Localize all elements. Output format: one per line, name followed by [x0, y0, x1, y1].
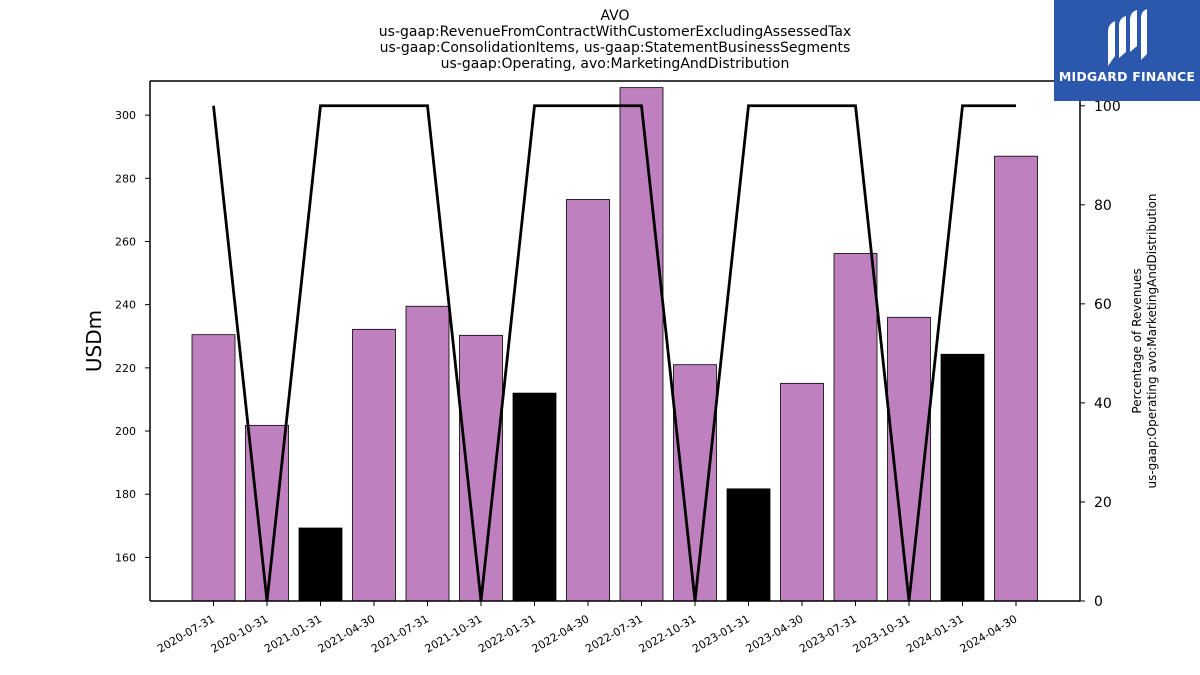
x-tick-label: 2021-10-31: [423, 612, 485, 655]
y-tick-label-left: 220: [115, 362, 136, 375]
x-tick-label: 2024-01-31: [904, 612, 966, 655]
midgard-logo-icon: [1108, 9, 1147, 66]
x-tick-label: 2023-07-31: [797, 612, 859, 655]
x-tick-label: 2022-01-31: [476, 612, 538, 655]
bar-2023-04-30: [780, 382, 824, 602]
x-tick-label: 2020-10-31: [209, 612, 271, 655]
y-tick-label-right: 100: [1094, 99, 1121, 115]
axes-layer: [145, 80, 1085, 606]
y-tick-label-left: 200: [115, 425, 136, 438]
x-tick-label: 2021-04-30: [316, 612, 378, 655]
y-tick-label-right: 0: [1094, 594, 1103, 610]
chart-title-line-1: AVO: [600, 8, 630, 24]
x-tick-label: 2020-07-31: [155, 612, 217, 655]
y-tick-label-left: 300: [115, 109, 136, 122]
y-tick-label-left: 180: [115, 488, 136, 501]
bar-2022-10-31: [673, 364, 717, 602]
y-axis-label-right-line-1: Percentage of Revenues: [1130, 268, 1144, 413]
bar-2020-10-31: [245, 424, 289, 602]
bar-2021-04-30: [352, 328, 396, 602]
y-tick-label-right: 60: [1094, 297, 1112, 313]
x-tick-label: 2022-04-30: [530, 612, 592, 655]
bar-2022-01-31: [512, 392, 557, 602]
y-tick-label-left: 260: [115, 235, 136, 248]
x-tick-label: 2022-07-31: [583, 612, 645, 655]
logo-text: MIDGARD FINANCE: [1058, 69, 1196, 84]
chart-title-line-3: us-gaap:ConsolidationItems, us-gaap:Stat…: [379, 40, 851, 56]
bar-2021-07-31: [405, 305, 450, 602]
bar-2024-01-31: [940, 353, 985, 602]
bar-2020-07-31: [191, 334, 236, 602]
bar-2024-04-30: [994, 155, 1038, 602]
bar-2023-07-31: [833, 253, 878, 602]
x-tick-label: 2023-01-31: [690, 612, 752, 655]
chart-title-line-2: us-gaap:RevenueFromContractWithCustomerE…: [378, 24, 852, 40]
bar-2021-01-31: [298, 527, 343, 602]
midgard-finance-logo: MIDGARD FINANCE: [1054, 0, 1200, 101]
y-tick-label-left: 160: [115, 551, 136, 564]
chart-title-line-4: us-gaap:Operating, avo:MarketingAndDistr…: [440, 56, 790, 72]
y-tick-label-right: 20: [1094, 495, 1112, 511]
line-layer: [212, 104, 1016, 602]
y-axis-label-left: USDm: [82, 310, 106, 372]
y-tick-label-right: 80: [1094, 198, 1112, 214]
y-tick-label-left: 280: [115, 172, 136, 185]
x-tick-label: 2024-04-30: [958, 612, 1020, 655]
x-tick-label: 2022-10-31: [637, 612, 699, 655]
percentage-line: [212, 104, 1016, 602]
bar-2022-07-31: [619, 87, 664, 602]
bars-layer: [191, 87, 1038, 602]
bar-2023-01-31: [726, 488, 771, 602]
y-tick-label-left: 240: [115, 299, 136, 312]
bar-2022-04-30: [566, 199, 610, 602]
y-axis-label-right-line-2: us-gaap:Operating avo:MarketingAndDistri…: [1145, 193, 1159, 488]
x-tick-label: 2021-07-31: [369, 612, 431, 655]
x-tick-label: 2023-04-30: [744, 612, 806, 655]
x-tick-label: 2021-01-31: [262, 612, 324, 655]
x-tick-label: 2023-10-31: [851, 612, 913, 655]
y-tick-label-right: 40: [1094, 396, 1112, 412]
